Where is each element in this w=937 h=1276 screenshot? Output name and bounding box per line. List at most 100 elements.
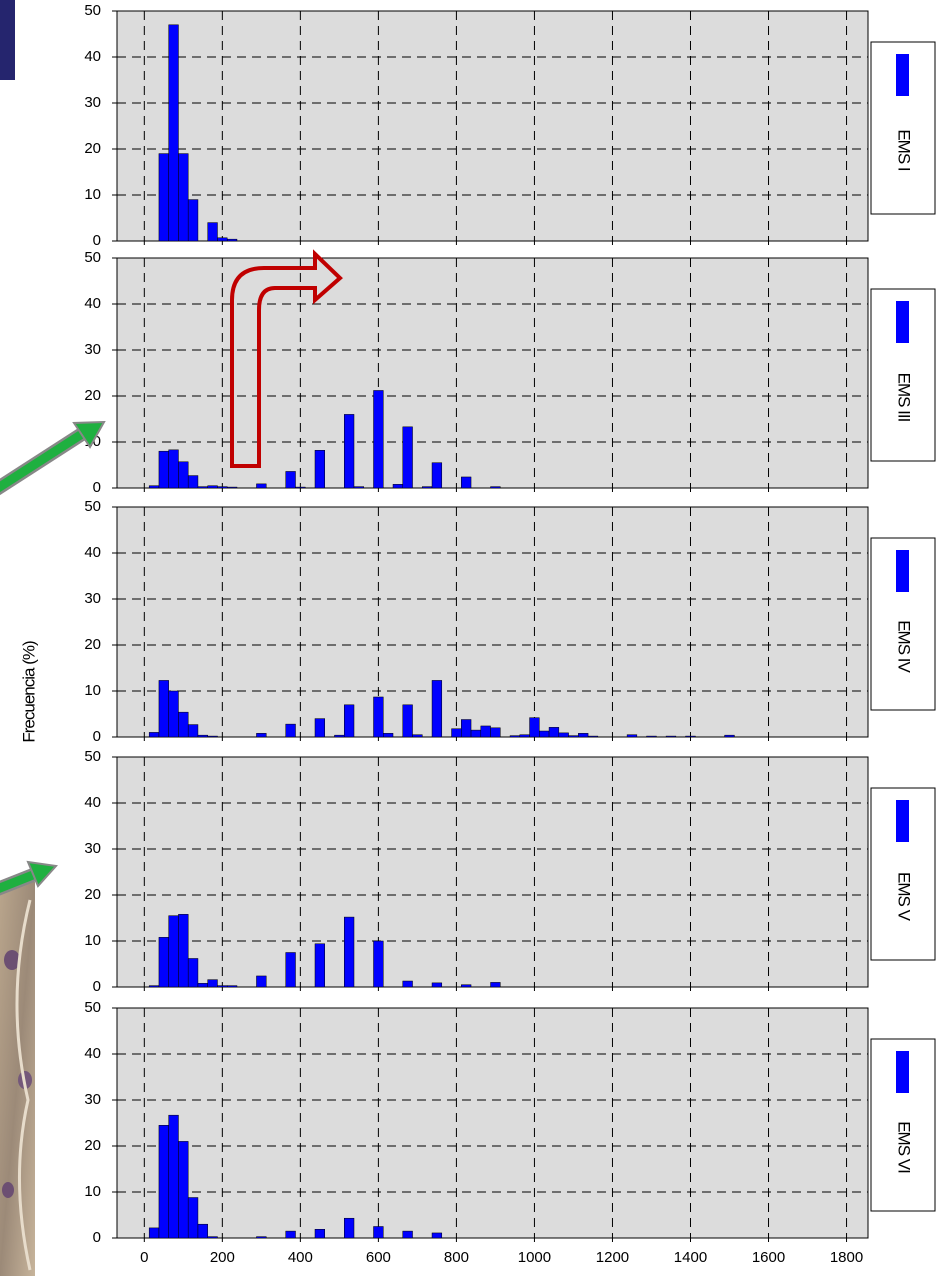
bar xyxy=(344,414,355,489)
bar xyxy=(373,696,384,738)
bar xyxy=(431,1232,443,1239)
bar xyxy=(158,450,169,489)
bar xyxy=(519,734,530,738)
bar xyxy=(529,717,540,738)
bar xyxy=(626,734,638,738)
bar xyxy=(207,485,218,489)
bar xyxy=(373,940,384,988)
panel: 0 10 20 30 40 50 EMS I xyxy=(84,2,936,249)
green-arrow xyxy=(0,420,106,496)
panel: 0 10 20 30 40 50 EMS IV Frecuencia (%) xyxy=(19,498,936,745)
bar xyxy=(334,734,345,738)
bar xyxy=(207,735,218,738)
bar xyxy=(314,943,325,988)
bar xyxy=(197,983,208,988)
bar xyxy=(197,1223,208,1239)
bar xyxy=(178,461,189,489)
bar xyxy=(168,24,179,242)
legend-swatch xyxy=(896,800,909,842)
bar xyxy=(373,1226,384,1239)
bar xyxy=(148,485,160,489)
bar xyxy=(578,733,589,738)
plot-area xyxy=(116,756,869,988)
bar xyxy=(207,222,218,242)
x-tick-label: 1000 xyxy=(518,1249,551,1266)
bar xyxy=(148,985,160,988)
y-tick-label: 0 xyxy=(93,479,101,496)
y-tick-label: 0 xyxy=(93,978,101,995)
bar xyxy=(217,985,228,988)
bar xyxy=(178,1141,189,1239)
bar xyxy=(451,728,462,738)
x-tick-label: 400 xyxy=(288,1249,313,1266)
bar xyxy=(353,486,365,489)
x-tick-label: 1400 xyxy=(674,1249,707,1266)
bar xyxy=(285,952,296,988)
x-tick-label: 200 xyxy=(210,1249,235,1266)
plot-area xyxy=(116,1007,869,1239)
bar xyxy=(197,734,208,738)
bar xyxy=(344,1217,355,1239)
green-arrow xyxy=(0,860,58,896)
bar xyxy=(412,734,423,738)
x-tick-label: 0 xyxy=(140,1249,148,1266)
y-tick-label: 40 xyxy=(84,1045,101,1062)
bar xyxy=(295,486,306,489)
y-tick-label: 50 xyxy=(84,748,101,765)
bar xyxy=(158,680,169,738)
legend-swatch xyxy=(896,54,909,96)
bar xyxy=(461,476,472,489)
bar xyxy=(431,982,443,988)
bar xyxy=(646,735,657,738)
y-tick-label: 10 xyxy=(84,1183,101,1200)
bar xyxy=(226,985,238,988)
plot-area xyxy=(116,10,869,242)
y-tick-label: 30 xyxy=(84,94,101,111)
bar xyxy=(197,486,208,489)
y-tick-label: 20 xyxy=(84,140,101,157)
bar xyxy=(148,732,160,738)
bar xyxy=(187,724,199,738)
bar xyxy=(207,1236,218,1239)
bar xyxy=(431,680,443,738)
legend-swatch xyxy=(896,301,909,343)
y-tick-label: 10 xyxy=(84,682,101,699)
bar xyxy=(568,735,579,738)
x-tick-label: 1600 xyxy=(752,1249,785,1266)
bar xyxy=(314,1229,325,1239)
y-tick-label: 0 xyxy=(93,232,101,249)
y-tick-label: 40 xyxy=(84,544,101,561)
y-tick-label: 0 xyxy=(93,728,101,745)
y-tick-label: 30 xyxy=(84,840,101,857)
x-tick-label: 1800 xyxy=(830,1249,863,1266)
bar xyxy=(168,915,179,988)
bar xyxy=(148,1227,160,1239)
bar xyxy=(158,1125,169,1239)
bar xyxy=(392,484,404,489)
bar xyxy=(285,1230,296,1239)
bar xyxy=(217,486,228,489)
bar xyxy=(158,153,169,242)
y-tick-label: 10 xyxy=(84,932,101,949)
bar xyxy=(207,979,218,988)
bar xyxy=(187,958,199,988)
bar xyxy=(344,916,355,988)
bar xyxy=(256,733,267,738)
bar xyxy=(461,719,472,738)
legend-label: EMS III xyxy=(895,373,914,422)
bar xyxy=(724,734,735,738)
bar xyxy=(422,486,433,489)
y-axis-label: Frecuencia (%) xyxy=(19,641,38,743)
y-tick-label: 40 xyxy=(84,48,101,65)
y-tick-label: 50 xyxy=(84,249,101,266)
x-tick-label: 600 xyxy=(366,1249,391,1266)
x-tick-label: 1200 xyxy=(596,1249,629,1266)
bar xyxy=(158,937,169,988)
bar xyxy=(187,199,199,242)
bar xyxy=(490,982,501,988)
bar xyxy=(285,723,296,738)
bar xyxy=(402,1230,413,1239)
bar xyxy=(226,238,238,242)
